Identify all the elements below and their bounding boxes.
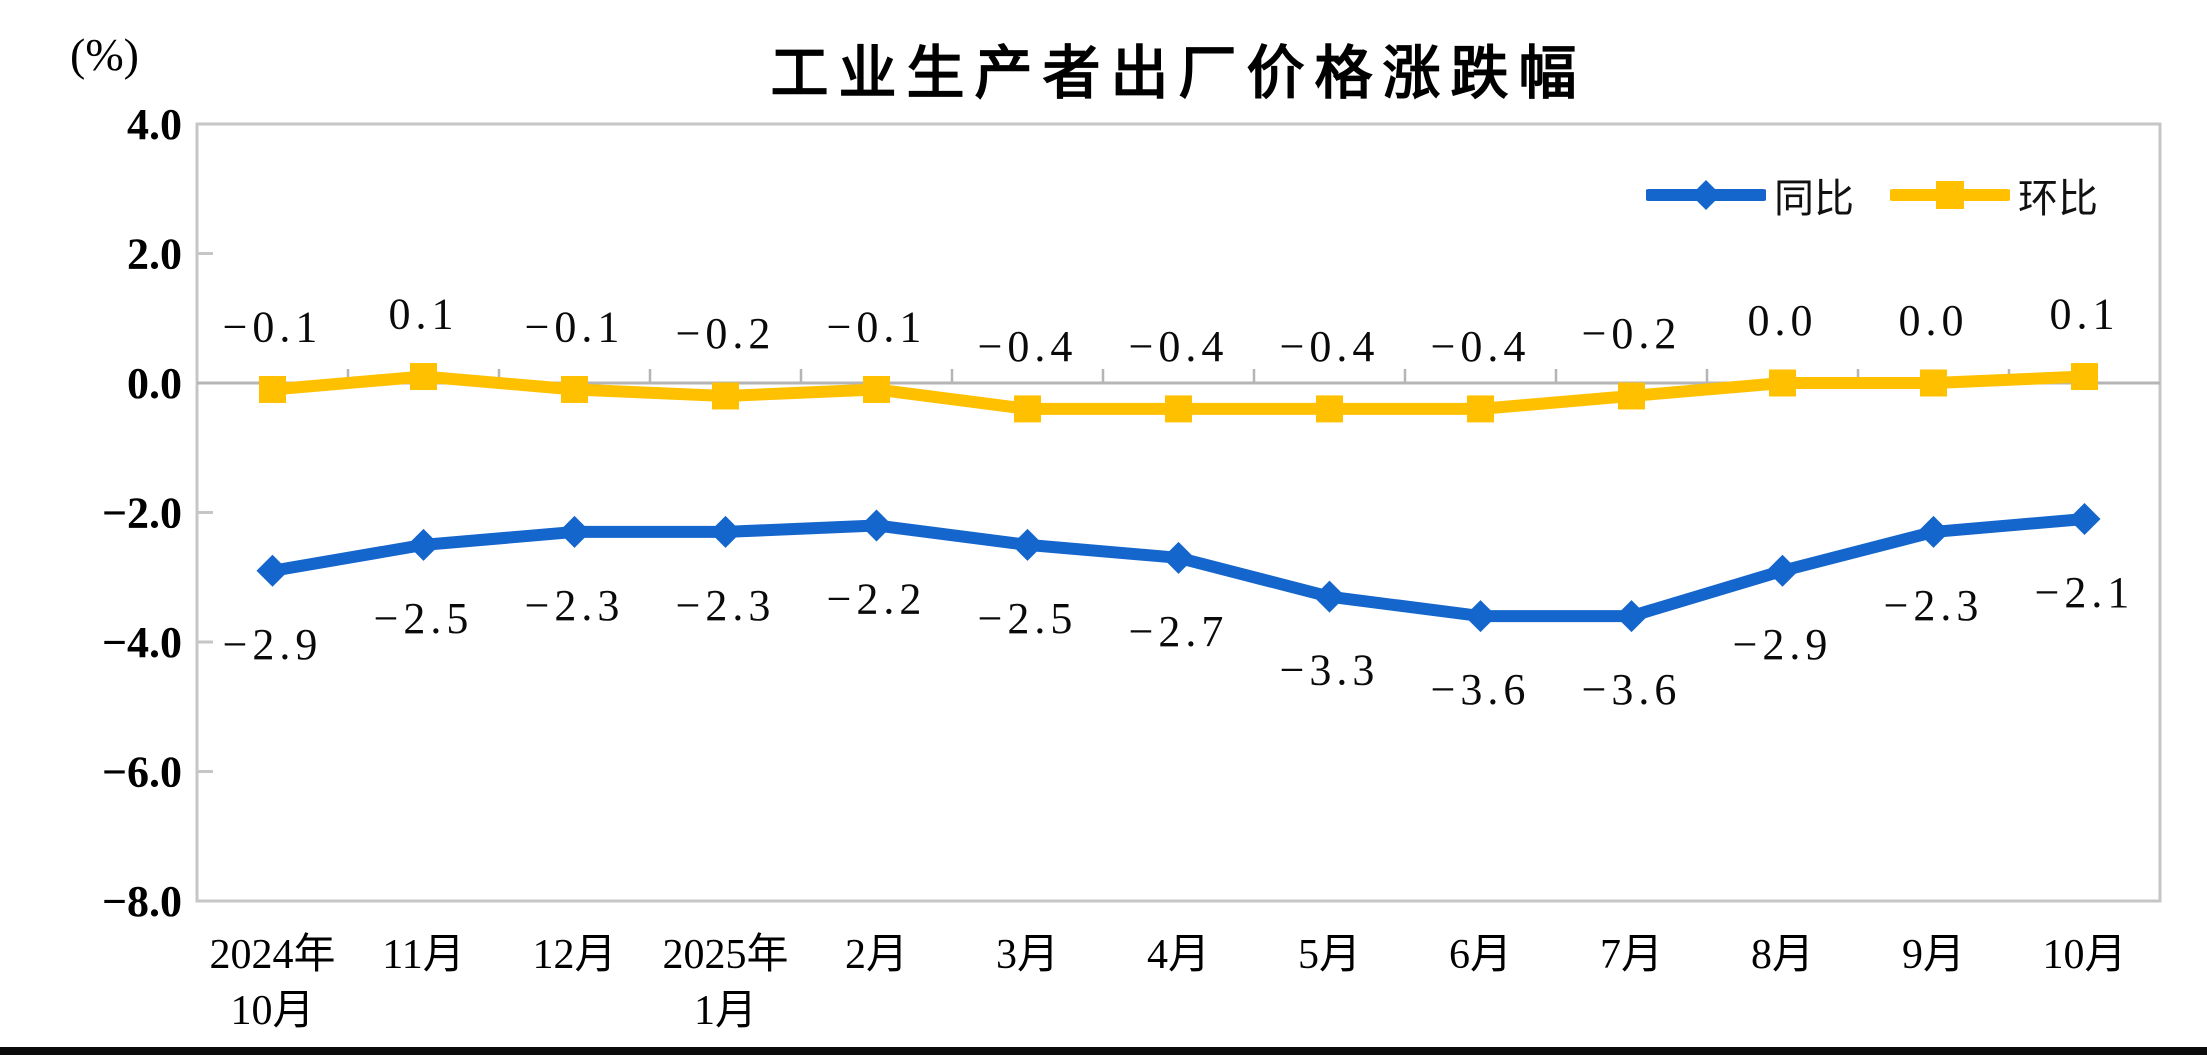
mom-marker [1769, 369, 1796, 397]
yoy-data-label: −3.3 [1280, 646, 1380, 695]
x-axis-tick-label: 8月 [1751, 932, 1814, 978]
mom-data-label: −0.4 [1431, 322, 1531, 371]
mom-marker [1316, 395, 1343, 423]
mom-marker [863, 375, 890, 403]
y-axis-tick-label: −6.0 [102, 748, 182, 797]
mom-data-label: −0.4 [978, 322, 1078, 371]
yoy-data-label: −2.3 [676, 581, 776, 630]
mom-data-label: −0.4 [1280, 322, 1380, 371]
y-axis-tick-label: −2.0 [102, 489, 182, 538]
yoy-data-label: −2.1 [2035, 568, 2135, 617]
chart-title: 工业生产者出厂价格涨跌幅 [770, 41, 1587, 106]
mom-marker [1165, 395, 1192, 423]
plot-border [195, 122, 2162, 903]
x-axis-tick-label: 10月 [2042, 932, 2126, 978]
mom-data-label: −0.1 [223, 302, 323, 351]
mom-marker [561, 375, 588, 403]
x-axis-tick-label: 1月 [694, 988, 757, 1034]
mom-marker [1920, 369, 1947, 397]
mom-marker [712, 382, 739, 410]
yoy-marker [1011, 528, 1044, 561]
y-axis-tick-label: 0.0 [127, 359, 182, 408]
yoy-marker [1313, 580, 1346, 613]
mom-marker [259, 375, 286, 403]
legend-item-yoy: 同比 [1646, 166, 1854, 224]
mom-swatch-square-icon [1936, 181, 1964, 209]
x-axis-tick-label: 2025年 [662, 931, 788, 978]
mom-marker [1014, 395, 1041, 423]
yoy-marker [558, 515, 591, 548]
yoy-line-sample-icon [1646, 180, 1766, 210]
yoy-marker [1766, 554, 1799, 587]
yoy-marker [2068, 502, 2101, 535]
mom-data-label: −0.4 [1129, 322, 1229, 371]
mom-data-label: 0.1 [2050, 290, 2120, 339]
yoy-swatch-diamond-icon [1691, 180, 1721, 210]
x-axis-tick-label: 11月 [382, 932, 464, 978]
yoy-data-label: −2.2 [827, 574, 927, 623]
yoy-data-label: −2.9 [1733, 620, 1833, 669]
yoy-marker [1464, 600, 1497, 633]
x-axis-tick-label: 9月 [1902, 932, 1965, 978]
yoy-marker [860, 509, 893, 542]
y-axis-unit-label: (%) [70, 29, 139, 80]
x-axis-tick-label: 5月 [1298, 932, 1361, 978]
mom-marker [410, 363, 437, 391]
mom-data-label: 0.0 [1748, 296, 1818, 345]
x-axis-tick-label: 10月 [230, 988, 314, 1034]
yoy-data-label: −2.9 [223, 620, 323, 669]
yoy-data-label: −2.5 [978, 594, 1078, 643]
legend-label-yoy: 同比 [1774, 177, 1854, 221]
y-axis-tick-label: −8.0 [102, 877, 182, 926]
mom-marker [2071, 363, 2098, 391]
yoy-data-label: −2.3 [1884, 581, 1984, 630]
yoy-marker [709, 515, 742, 548]
x-axis-tick-label: 6月 [1449, 932, 1512, 978]
x-axis-tick-label: 12月 [532, 932, 616, 978]
yoy-data-label: −2.3 [525, 581, 625, 630]
y-axis-tick-label: 4.0 [127, 100, 182, 149]
mom-data-label: −0.1 [525, 302, 625, 351]
mom-data-label: 0.0 [1899, 296, 1969, 345]
legend-item-mom: 环比 [1890, 166, 2098, 224]
yoy-data-label: −3.6 [1431, 665, 1531, 714]
legend: 同比 环比 [1646, 166, 2098, 224]
yoy-data-label: −2.7 [1129, 607, 1229, 656]
yoy-marker [407, 528, 440, 561]
x-axis-tick-label: 7月 [1600, 932, 1663, 978]
x-axis-tick-label: 2024年 [209, 931, 335, 978]
yoy-data-label: −3.6 [1582, 665, 1682, 714]
mom-marker [1467, 395, 1494, 423]
yoy-data-label: −2.5 [374, 594, 474, 643]
x-axis-tick-label: 3月 [996, 932, 1059, 978]
yoy-marker [1162, 541, 1195, 574]
legend-label-mom: 环比 [2018, 177, 2098, 221]
mom-data-label: −0.2 [676, 309, 776, 358]
mom-marker [1618, 382, 1645, 410]
mom-data-label: 0.1 [389, 290, 459, 339]
yoy-marker [256, 554, 289, 587]
y-axis-tick-label: 2.0 [127, 230, 182, 279]
mom-data-label: −0.1 [827, 302, 927, 351]
x-axis-tick-label: 2月 [845, 932, 908, 978]
mom-data-label: −0.2 [1582, 309, 1682, 358]
bottom-border-bar [0, 1047, 2207, 1055]
yoy-marker [1917, 515, 1950, 548]
x-axis-tick-label: 4月 [1147, 932, 1210, 978]
yoy-marker [1615, 600, 1648, 633]
mom-line-sample-icon [1890, 181, 2010, 209]
y-axis-tick-label: −4.0 [102, 618, 182, 667]
